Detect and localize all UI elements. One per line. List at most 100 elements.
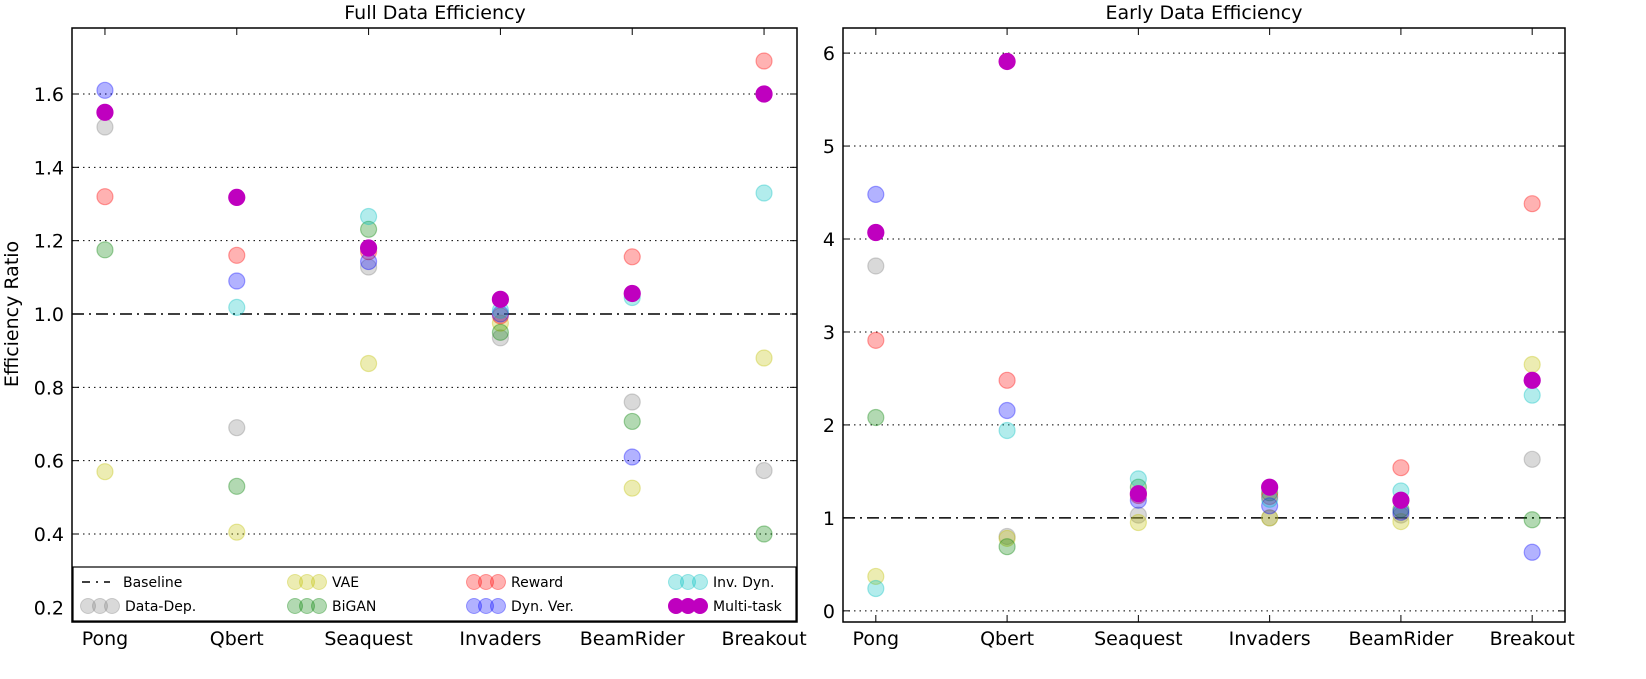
data-point-data-dep	[359, 258, 378, 276]
data-point-reward	[228, 246, 246, 264]
data-point-reward	[1523, 195, 1541, 213]
data-point-data-dep	[867, 257, 885, 275]
legend-label: Multi-task	[713, 599, 783, 615]
y-tick-label: 2	[823, 415, 835, 437]
right-chart-panel: 0 1 2 3 4 5 6 Pong Qbert Seaquest Invaders BeamRide…	[823, 27, 1575, 650]
data-point-inv-dyn	[228, 298, 246, 316]
data-point-multi-task	[998, 52, 1016, 71]
data-point-vae	[623, 479, 641, 497]
data-point-bigan	[755, 525, 773, 543]
data-point-reward	[998, 371, 1016, 389]
data-point-inv-dyn	[998, 421, 1016, 440]
data-point-dyn-ver	[1261, 497, 1279, 515]
data-point-reward	[96, 188, 114, 206]
y-tick-label: 1.6	[34, 84, 64, 106]
data-point-reward	[1392, 459, 1410, 477]
legend-marker-icon	[287, 598, 303, 614]
data-point-inv-dyn	[867, 579, 885, 598]
legend-marker-icon	[311, 574, 327, 590]
x-tick-label: BeamRider	[580, 628, 685, 650]
legend-label: Dyn. Ver.	[511, 599, 574, 615]
data-point-vae	[1261, 509, 1279, 527]
legend-marker-icon	[466, 598, 482, 614]
legend-marker-icon	[287, 574, 303, 590]
data-point-bigan	[228, 477, 246, 495]
data-point-data-dep	[1129, 506, 1147, 524]
y-tick-label: 5	[823, 136, 835, 158]
y-tick-label: 3	[823, 322, 835, 344]
y-tick-label: 1.2	[34, 231, 64, 253]
data-point-vae	[96, 463, 114, 481]
legend-label: Data-Dep.	[125, 599, 196, 615]
data-point-bigan	[1523, 511, 1541, 529]
legend-marker-icon	[692, 574, 708, 590]
data-point-bigan	[623, 412, 641, 431]
legend-marker-icon	[668, 574, 684, 590]
legend-marker-icon	[478, 574, 494, 590]
data-point-bigan	[96, 241, 114, 259]
data-point-bigan	[867, 408, 885, 427]
data-point-bigan	[359, 220, 378, 238]
plot-frame	[71, 27, 798, 623]
data-point-vae	[359, 354, 378, 373]
y-tick-label: 0.6	[34, 451, 64, 473]
legend-marker-icon	[478, 598, 494, 614]
data-point-dyn-ver	[623, 448, 641, 466]
data-point-multi-task	[1129, 485, 1147, 503]
data-point-inv-dyn	[1129, 470, 1147, 488]
y-tick-label: 1.4	[34, 157, 64, 179]
left-chart-title: Full Data Efficiency	[344, 2, 525, 24]
data-point-dyn-ver	[1523, 543, 1541, 561]
data-point-multi-task	[623, 284, 641, 303]
legend-label: Reward	[511, 575, 563, 591]
data-point-data-dep	[998, 527, 1016, 546]
data-point-data-dep	[1523, 450, 1541, 468]
left-chart-panel: 0.2 0.4 0.6 0.8 1.0 1.2 1.4 1.6 Pong Qbert Seaques…	[34, 27, 807, 650]
legend-marker-icon	[104, 598, 120, 614]
data-point-dyn-ver	[867, 185, 885, 203]
legend-marker-icon	[80, 598, 96, 614]
plot-frame	[842, 27, 1566, 623]
x-tick-label: Seaquest	[1094, 628, 1183, 650]
data-point-multi-task	[755, 85, 773, 103]
x-tick-label: Seaquest	[324, 628, 413, 650]
y-tick-label: 1	[823, 508, 835, 530]
y-tick-label: 0.2	[34, 597, 64, 619]
data-point-reward	[867, 331, 885, 349]
data-point-vae	[998, 529, 1016, 547]
x-tick-label: Pong	[82, 628, 129, 650]
y-tick-label: 0.4	[34, 524, 64, 546]
x-tick-label: Breakout	[1490, 628, 1575, 650]
y-tick-label: 1.0	[34, 304, 64, 326]
legend-marker-icon	[490, 574, 506, 590]
data-point-inv-dyn	[1523, 386, 1541, 404]
data-point-multi-task	[228, 188, 246, 206]
y-tick-label: 4	[823, 229, 835, 251]
x-tick-label: Qbert	[980, 628, 1034, 650]
data-point-data-dep	[1261, 509, 1279, 527]
data-point-reward	[623, 248, 641, 266]
legend-marker-icon	[299, 574, 315, 590]
data-point-vae	[755, 349, 773, 367]
legend-marker-icon	[490, 598, 506, 614]
data-point-vae	[1129, 513, 1147, 532]
legend-marker-icon	[680, 574, 696, 590]
legend-marker-icon	[311, 598, 327, 614]
right-chart-title: Early Data Efficiency	[1106, 2, 1303, 24]
x-tick-label: Breakout	[721, 628, 806, 650]
y-tick-label: 6	[823, 43, 835, 65]
legend-box	[72, 566, 797, 622]
legend-marker-icon	[466, 574, 482, 590]
data-point-multi-task	[96, 103, 114, 121]
data-point-multi-task	[491, 290, 510, 308]
data-point-dyn-ver	[96, 81, 114, 99]
y-tick-label: 0.8	[34, 377, 64, 399]
data-point-multi-task	[1523, 371, 1541, 389]
data-point-data-dep	[623, 393, 641, 411]
data-point-data-dep	[491, 329, 510, 347]
x-tick-label: BeamRider	[1348, 628, 1453, 650]
x-tick-label: Invaders	[459, 628, 541, 650]
data-point-vae	[491, 314, 510, 332]
data-point-vae	[1523, 355, 1541, 374]
legend-marker-icon	[299, 598, 315, 614]
